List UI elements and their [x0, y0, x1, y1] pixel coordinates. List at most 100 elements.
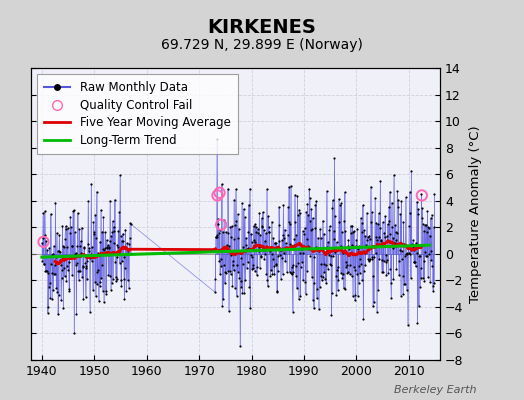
- Point: [274, 253, 282, 259]
- Point: [91, 211, 100, 218]
- Point: [224, 230, 233, 236]
- Point: [108, 229, 116, 235]
- Point: [110, 224, 118, 230]
- Point: [50, 262, 59, 268]
- Point: [48, 295, 56, 302]
- Point: [427, 257, 435, 264]
- Point: [213, 136, 221, 142]
- Point: [114, 228, 123, 234]
- Point: [228, 283, 236, 290]
- Point: [354, 280, 363, 286]
- Point: [408, 242, 417, 249]
- Point: [220, 262, 228, 269]
- Point: [311, 202, 320, 208]
- Point: [76, 268, 84, 275]
- Point: [411, 258, 420, 265]
- Point: [230, 196, 238, 203]
- Point: [306, 217, 314, 224]
- Point: [254, 226, 262, 232]
- Point: [291, 218, 299, 225]
- Point: [298, 245, 306, 251]
- Point: [307, 206, 315, 212]
- Point: [92, 293, 100, 300]
- Point: [214, 221, 223, 227]
- Point: [308, 274, 316, 280]
- Point: [120, 276, 128, 283]
- Point: [398, 272, 407, 279]
- Point: [277, 276, 285, 282]
- Point: [124, 250, 133, 256]
- Point: [47, 260, 56, 267]
- Point: [423, 208, 432, 215]
- Point: [426, 278, 434, 285]
- Point: [62, 226, 70, 232]
- Point: [84, 241, 92, 247]
- Point: [369, 273, 378, 280]
- Point: [373, 308, 381, 315]
- Point: [124, 247, 132, 253]
- Point: [242, 234, 250, 241]
- Point: [217, 246, 225, 252]
- Point: [59, 305, 68, 311]
- Point: [301, 225, 309, 232]
- Point: [97, 207, 105, 213]
- Point: [355, 263, 363, 270]
- Point: [282, 246, 290, 252]
- Point: [105, 273, 114, 279]
- Point: [44, 270, 52, 276]
- Point: [396, 241, 404, 248]
- Point: [61, 223, 70, 230]
- Point: [278, 237, 286, 244]
- Point: [219, 296, 227, 302]
- Point: [94, 298, 103, 304]
- Point: [390, 239, 398, 246]
- Point: [99, 214, 107, 220]
- Point: [68, 242, 76, 249]
- Point: [226, 271, 235, 278]
- Point: [248, 254, 257, 260]
- Point: [365, 232, 374, 239]
- Point: [299, 228, 307, 234]
- Point: [248, 262, 257, 268]
- Point: [279, 231, 287, 238]
- Point: [81, 294, 90, 300]
- Point: [214, 216, 222, 222]
- Point: [419, 221, 427, 228]
- Point: [339, 270, 347, 277]
- Point: [310, 305, 318, 312]
- Point: [237, 255, 245, 262]
- Point: [361, 250, 369, 256]
- Point: [88, 258, 96, 264]
- Point: [362, 242, 370, 248]
- Point: [53, 289, 61, 296]
- Point: [231, 221, 239, 228]
- Point: [417, 265, 425, 272]
- Point: [42, 268, 51, 274]
- Point: [269, 256, 277, 263]
- Point: [222, 270, 231, 276]
- Point: [407, 275, 415, 281]
- Point: [215, 190, 224, 196]
- Point: [274, 268, 282, 274]
- Point: [390, 172, 398, 178]
- Point: [300, 231, 309, 237]
- Point: [389, 235, 397, 241]
- Point: [327, 253, 335, 260]
- Point: [285, 184, 293, 190]
- Point: [104, 242, 112, 248]
- Point: [257, 254, 265, 260]
- Point: [303, 268, 311, 274]
- Point: [335, 219, 344, 226]
- Point: [46, 295, 54, 302]
- Point: [401, 253, 409, 259]
- Point: [71, 262, 80, 268]
- Point: [293, 193, 302, 199]
- Point: [406, 250, 414, 257]
- Point: [213, 192, 222, 199]
- Point: [360, 227, 368, 234]
- Point: [388, 224, 396, 230]
- Point: [83, 257, 92, 264]
- Point: [319, 218, 327, 224]
- Point: [424, 224, 433, 230]
- Point: [372, 250, 380, 256]
